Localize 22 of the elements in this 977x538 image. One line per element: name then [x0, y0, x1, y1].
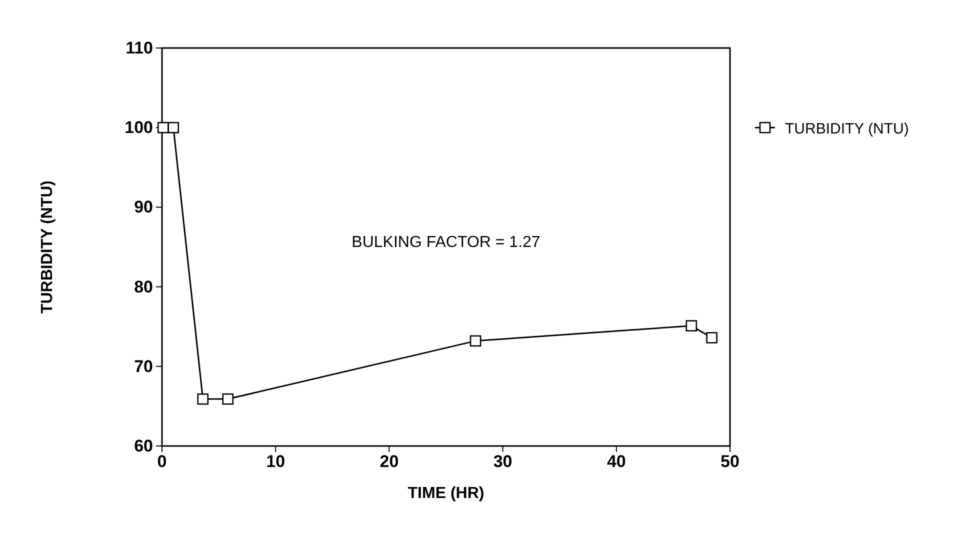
x-tick-label: 30 — [493, 452, 512, 472]
x-axis-title: TIME (HR) — [408, 485, 484, 502]
legend-label: TURBIDITY (NTU) — [785, 120, 909, 138]
x-tick-label: 10 — [266, 452, 286, 472]
x-tick-label: 40 — [606, 452, 626, 472]
point — [168, 122, 180, 134]
y-tick-label: 80 — [134, 277, 153, 296]
point — [686, 320, 698, 332]
x-tick-label: 0 — [157, 452, 167, 472]
annotation: BULKING FACTOR = 1.27 — [352, 234, 540, 251]
y-tick-label: 100 — [124, 118, 153, 138]
y-tick-label: 90 — [134, 198, 153, 217]
point — [197, 393, 209, 405]
y-tick-label: 110 — [126, 38, 153, 58]
y-axis-title: TURBIDITY (NTU) — [39, 180, 56, 314]
x-tick-label: 20 — [380, 452, 399, 472]
point — [470, 335, 482, 347]
point — [222, 393, 234, 405]
y-tick-label: 60 — [134, 436, 153, 456]
x-tick-label: 50 — [720, 452, 740, 472]
y-tick-label: 70 — [134, 356, 153, 376]
point — [706, 332, 718, 344]
